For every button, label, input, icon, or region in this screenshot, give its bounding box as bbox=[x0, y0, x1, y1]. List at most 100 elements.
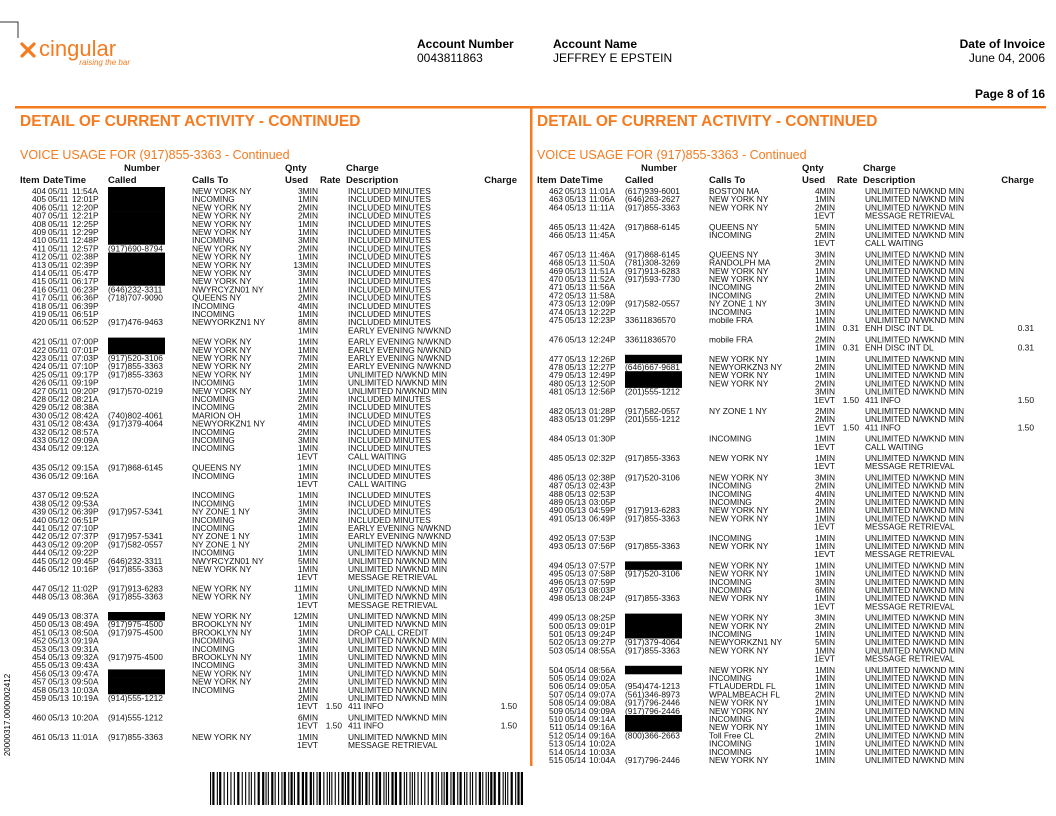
cell: 1MIN bbox=[815, 755, 835, 765]
cell: 05/12 bbox=[48, 419, 69, 429]
cell: INCLUDED MINUTES bbox=[348, 284, 431, 294]
cell: UNLIMITED N/WKND MIN bbox=[348, 693, 447, 703]
column-header: Number bbox=[641, 163, 677, 174]
cell: 11:01A bbox=[589, 186, 615, 196]
cell: 11:52A bbox=[589, 274, 615, 284]
barcode-bar bbox=[414, 772, 416, 805]
cell: 8MIN bbox=[298, 317, 318, 327]
redacted-number bbox=[108, 187, 165, 196]
cell: 05/13 bbox=[565, 453, 586, 463]
cell: 1MIN bbox=[298, 386, 318, 396]
cell: BROOKLYN NY bbox=[192, 652, 252, 662]
cell: 10:03A bbox=[72, 685, 99, 695]
cell: INCOMING bbox=[192, 402, 235, 412]
cell: NEWYORKZN1 NY bbox=[192, 419, 265, 429]
cell: QUEENS NY bbox=[192, 293, 242, 303]
cell: 12:24P bbox=[589, 334, 616, 344]
cell: 05/11 bbox=[48, 284, 69, 294]
cell: (646)232-3311 bbox=[108, 284, 163, 294]
cell: 411 bbox=[33, 243, 47, 253]
cell: (617)939-6001 bbox=[625, 186, 680, 196]
cell: EARLY EVENING N/WKND bbox=[348, 337, 451, 347]
cell: 492 bbox=[549, 533, 563, 543]
cell: 2MIN bbox=[298, 243, 318, 253]
cell: 1MIN bbox=[815, 593, 835, 603]
cell: 1EVT bbox=[814, 442, 835, 452]
side-code: 20000317.0000002412 bbox=[3, 673, 12, 756]
cell: NEW YORK NY bbox=[192, 243, 252, 253]
cell: 05/12 bbox=[48, 515, 69, 525]
cell: 12:01P bbox=[72, 194, 99, 204]
cell: 08:25P bbox=[589, 613, 616, 623]
cell: 1MIN bbox=[815, 739, 835, 749]
cell: INCLUDED MINUTES bbox=[348, 498, 431, 508]
cell: NEW YORK NY bbox=[709, 370, 769, 380]
cell: NEW YORK NY bbox=[709, 665, 769, 675]
cell: EARLY EVENING N/WKND bbox=[348, 325, 451, 335]
cell: 1MIN bbox=[298, 471, 318, 481]
cell: 1.50 bbox=[1018, 395, 1035, 405]
cell: (917)570-0219 bbox=[108, 386, 163, 396]
cell: 10:02A bbox=[589, 739, 616, 749]
cell: 05/13 bbox=[565, 481, 586, 491]
cell: 407 bbox=[32, 211, 46, 221]
cell: BOSTON MA bbox=[709, 186, 760, 196]
cell: (800)366-2663 bbox=[625, 730, 680, 740]
cell: 05/13 bbox=[48, 619, 69, 629]
cell: 3MIN bbox=[298, 186, 318, 196]
cell: NEW YORK NY bbox=[192, 186, 252, 196]
cell: 468 bbox=[549, 258, 563, 268]
cell: 490 bbox=[549, 505, 563, 515]
redacted-number bbox=[108, 252, 165, 262]
cell: UNLIMITED N/WKND MIN bbox=[348, 660, 447, 670]
cell: 5MIN bbox=[815, 637, 835, 647]
column-header: Qnty bbox=[802, 163, 824, 174]
cell: 493 bbox=[549, 541, 563, 551]
cell: 4MIN bbox=[298, 301, 318, 311]
cell: UNLIMITED N/WKND MIN bbox=[865, 689, 964, 699]
cell: UNLIMITED N/WKND MIN bbox=[865, 334, 964, 344]
cell: 05/13 bbox=[565, 414, 586, 424]
cell: NEW YORK NY bbox=[709, 698, 769, 708]
barcode-bar bbox=[472, 772, 474, 805]
barcode-bar bbox=[316, 772, 318, 805]
cell: 07:56P bbox=[589, 541, 616, 551]
cell: UNLIMITED N/WKND MIN bbox=[348, 652, 447, 662]
cell: 05/13 bbox=[48, 712, 69, 722]
cell: 436 bbox=[32, 471, 46, 481]
cell: 05/12 bbox=[48, 410, 69, 420]
barcode-bar bbox=[504, 772, 506, 805]
cell: 495 bbox=[549, 569, 563, 579]
cell: INCOMING bbox=[709, 739, 752, 749]
cell: 513 bbox=[549, 739, 563, 749]
column-header: Charge bbox=[1001, 175, 1034, 186]
cell: 05/12 bbox=[48, 564, 69, 574]
cell: 09:22P bbox=[72, 548, 99, 558]
cell: INCOMING bbox=[192, 490, 235, 500]
barcode-bar bbox=[293, 772, 295, 805]
cell: INCOMING bbox=[709, 497, 752, 507]
redacted-number bbox=[108, 195, 165, 204]
barcode-bar bbox=[358, 772, 361, 805]
cell: NEW YORK NY bbox=[709, 593, 769, 603]
cell: 1MIN bbox=[298, 369, 318, 379]
cell: (917)975-4500 bbox=[108, 627, 163, 637]
cell: 422 bbox=[32, 345, 46, 355]
cell: 416 bbox=[32, 284, 46, 294]
cell: 4MIN bbox=[815, 489, 835, 499]
value: 0043811863 bbox=[417, 51, 483, 65]
cell: 500 bbox=[549, 621, 563, 631]
cell: INCLUDED MINUTES bbox=[348, 293, 431, 303]
cell: 1MIN bbox=[815, 513, 835, 523]
cell: 410 bbox=[32, 235, 46, 245]
barcode-bar bbox=[355, 772, 357, 805]
cell: 2MIN bbox=[298, 211, 318, 221]
cell: 449 bbox=[32, 611, 46, 621]
cell: 486 bbox=[549, 472, 563, 482]
cell: 476 bbox=[549, 334, 563, 344]
cell: 412 bbox=[32, 252, 46, 262]
cell: 505 bbox=[549, 673, 563, 683]
cell: 496 bbox=[549, 577, 563, 587]
cell: INCLUDED MINUTES bbox=[348, 194, 431, 204]
